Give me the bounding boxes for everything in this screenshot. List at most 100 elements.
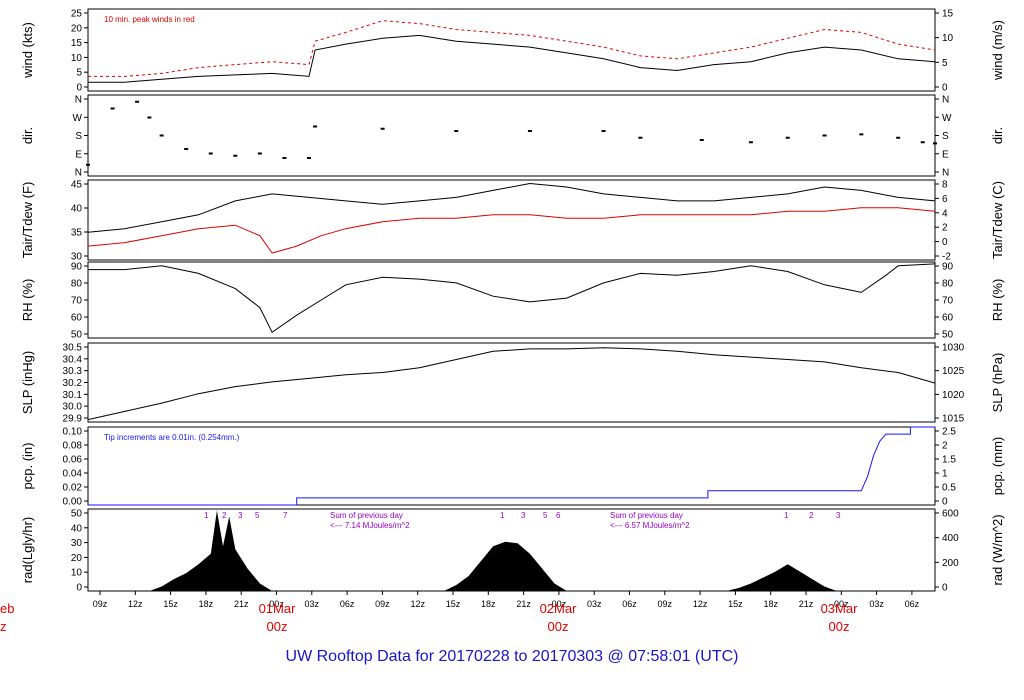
right-tick-label: 90 — [942, 262, 954, 273]
left-tick-label: 0.02 — [63, 483, 83, 494]
x-tick-label: 12z — [128, 599, 143, 609]
left-tick-label: 15 — [71, 38, 83, 49]
right-tick-label: 10 — [942, 33, 954, 44]
rad-hour-marker: 7 — [283, 511, 288, 520]
dir-point — [110, 107, 115, 110]
right-tick-label: 200 — [942, 558, 959, 569]
right-tick-label: 50 — [942, 330, 954, 341]
right-tick-label: 1 — [942, 469, 948, 480]
left-tick-label: 40 — [71, 523, 83, 534]
right-tick-label: 70 — [942, 296, 954, 307]
x-tick-label: 12z — [410, 599, 425, 609]
rad-note: <--- 7.14 MJoules/m^2 — [330, 521, 410, 530]
x-date-hour-label-prev: z — [0, 619, 7, 634]
left-tick-label: S — [75, 131, 82, 142]
panel-frame-slp — [87, 342, 936, 423]
x-date-hour-label: 00z — [548, 619, 569, 634]
rad-hour-marker: 6 — [556, 511, 561, 520]
right-tick-label: 400 — [942, 533, 959, 544]
y-axis-label-right: dir. — [990, 127, 1005, 144]
left-tick-label: 35 — [71, 228, 83, 239]
y-axis-label-left: wind (kts) — [20, 22, 35, 79]
right-tick-label: 2 — [942, 441, 948, 452]
x-tick-label: 09z — [93, 599, 108, 609]
y-axis-label-left: dir. — [20, 127, 35, 144]
rad-hour-marker: 1 — [784, 511, 789, 520]
right-tick-label: 0 — [942, 83, 948, 94]
left-tick-label: N — [75, 168, 82, 179]
y-axis-label-left: SLP (inHg) — [20, 351, 35, 414]
dir-point — [601, 130, 606, 132]
x-tick-label: 06z — [340, 599, 355, 609]
rad-hour-marker: 5 — [543, 511, 548, 520]
x-tick-label: 00z — [834, 599, 849, 609]
left-tick-label: 0.00 — [63, 497, 83, 508]
left-tick-label: 5 — [76, 68, 82, 79]
page-title: UW Rooftop Data for 20170228 to 20170303… — [285, 648, 739, 665]
dir-point — [380, 127, 385, 130]
series-line-pcp-0 — [88, 426, 935, 506]
left-tick-label: 30.5 — [63, 343, 83, 354]
right-tick-label: 0.5 — [942, 483, 956, 494]
right-tick-label: 0 — [942, 237, 948, 248]
dir-point — [233, 154, 238, 157]
dir-point — [920, 141, 925, 144]
left-tick-label: 30.4 — [63, 354, 83, 365]
dir-point — [86, 163, 90, 166]
left-tick-label: 90 — [71, 262, 83, 273]
left-tick-label: 20 — [71, 23, 83, 34]
x-date-hour-label: 00z — [829, 619, 850, 634]
left-tick-label: 30.0 — [63, 402, 83, 413]
x-tick-label: 09z — [658, 599, 673, 609]
left-tick-label: 0.04 — [63, 469, 83, 480]
left-tick-label: 30 — [71, 538, 83, 549]
dir-point — [184, 148, 189, 150]
dir-point — [638, 136, 643, 139]
panel-annotation-pcp: Tip increments are 0.01in. (0.254mm.) — [104, 433, 240, 442]
left-tick-label: 30.2 — [63, 378, 83, 389]
panel-frame-temp — [87, 179, 936, 261]
y-axis-label-left: rad(Lgly/hr) — [20, 517, 35, 583]
dir-point — [699, 139, 704, 141]
left-tick-label: 50 — [71, 509, 83, 520]
rad-hour-marker: 3 — [836, 511, 841, 520]
x-tick-label: 12z — [693, 599, 708, 609]
right-tick-label: N — [942, 168, 949, 179]
right-tick-label: 1.5 — [942, 455, 956, 466]
series-line-temp-1 — [87, 207, 936, 254]
right-tick-label: 0 — [942, 497, 948, 508]
left-tick-label: 70 — [71, 296, 83, 307]
y-axis-label-left: pcp. (in) — [20, 443, 35, 490]
left-tick-label: 50 — [71, 330, 83, 341]
y-axis-label-right: SLP (hPa) — [990, 353, 1005, 413]
left-tick-label: 30.3 — [63, 366, 83, 377]
x-tick-label: 21z — [234, 599, 249, 609]
right-tick-label: 5 — [942, 58, 948, 69]
rad-note: Sum of previous day — [610, 511, 683, 520]
right-tick-label: 600 — [942, 509, 959, 520]
left-tick-label: 0.06 — [63, 455, 83, 466]
left-tick-label: 20 — [71, 553, 83, 564]
rad-note: <--- 6.57 MJoules/m^2 — [610, 521, 690, 530]
left-tick-label: 30.1 — [63, 390, 83, 401]
dir-point — [896, 136, 901, 139]
rad-hour-marker: 1 — [500, 511, 505, 520]
y-axis-label-left: RH (%) — [20, 279, 35, 322]
x-tick-label: 03z — [587, 599, 602, 609]
y-axis-label-right: Tair/Tdew (C) — [990, 181, 1005, 259]
rad-hour-marker: 2 — [222, 511, 227, 520]
dir-point — [748, 141, 753, 144]
rad-hour-marker: 5 — [255, 511, 260, 520]
left-tick-label: 0.08 — [63, 441, 83, 452]
rad-hour-marker: 1 — [204, 511, 209, 520]
x-tick-label: 03z — [305, 599, 320, 609]
dir-point — [933, 142, 937, 145]
panel-frame-dir — [87, 94, 936, 177]
dir-point — [135, 100, 140, 103]
right-tick-label: 60 — [942, 313, 954, 324]
right-tick-label: 8 — [942, 180, 948, 191]
x-tick-label: 06z — [905, 599, 920, 609]
rad-note: Sum of previous day — [330, 511, 403, 520]
right-tick-label: 4 — [942, 208, 948, 219]
